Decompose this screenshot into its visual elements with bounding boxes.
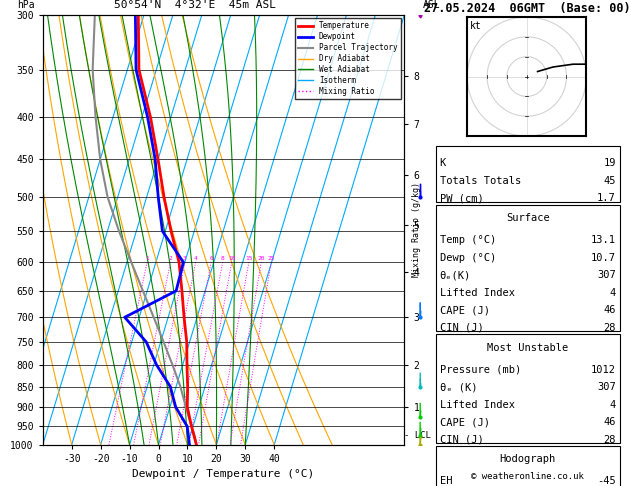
Text: 15: 15 (245, 256, 253, 261)
Text: Surface: Surface (506, 213, 550, 224)
Text: Hodograph: Hodograph (499, 454, 556, 465)
Text: 46: 46 (603, 417, 616, 427)
Text: 25: 25 (267, 256, 275, 261)
Text: Most Unstable: Most Unstable (487, 343, 569, 353)
Text: CIN (J): CIN (J) (440, 323, 484, 333)
Text: 1.7: 1.7 (597, 193, 616, 204)
Text: 10: 10 (228, 256, 235, 261)
Text: CAPE (J): CAPE (J) (440, 417, 489, 427)
Legend: Temperature, Dewpoint, Parcel Trajectory, Dry Adiabat, Wet Adiabat, Isotherm, Mi: Temperature, Dewpoint, Parcel Trajectory… (294, 18, 401, 99)
Text: 45: 45 (603, 176, 616, 186)
Text: 28: 28 (603, 434, 616, 445)
Text: km
ASL: km ASL (423, 0, 440, 10)
Text: Temp (°C): Temp (°C) (440, 235, 496, 245)
Text: 20: 20 (258, 256, 265, 261)
Text: CIN (J): CIN (J) (440, 434, 484, 445)
Text: 307: 307 (597, 270, 616, 280)
Text: Mixing Ratio (g/kg): Mixing Ratio (g/kg) (412, 182, 421, 277)
Text: 50°54'N  4°32'E  45m ASL: 50°54'N 4°32'E 45m ASL (114, 0, 276, 10)
Text: - LCL: - LCL (404, 431, 431, 440)
Text: 307: 307 (597, 382, 616, 392)
Text: 6: 6 (209, 256, 213, 261)
Text: © weatheronline.co.uk: © weatheronline.co.uk (471, 472, 584, 481)
Text: 1012: 1012 (591, 364, 616, 375)
Text: 1: 1 (145, 256, 149, 261)
Text: PW (cm): PW (cm) (440, 193, 484, 204)
Text: Pressure (mb): Pressure (mb) (440, 364, 521, 375)
Text: Totals Totals: Totals Totals (440, 176, 521, 186)
Text: CAPE (J): CAPE (J) (440, 305, 489, 315)
Text: 2: 2 (169, 256, 172, 261)
Text: Lifted Index: Lifted Index (440, 399, 515, 410)
Text: 19: 19 (603, 158, 616, 169)
Text: kt: kt (470, 20, 481, 31)
Text: 13.1: 13.1 (591, 235, 616, 245)
Text: EH: EH (440, 476, 452, 486)
Text: 4: 4 (610, 399, 616, 410)
Text: Lifted Index: Lifted Index (440, 288, 515, 298)
Text: 3: 3 (183, 256, 187, 261)
Text: 28: 28 (603, 323, 616, 333)
Text: -45: -45 (597, 476, 616, 486)
Text: 4: 4 (610, 288, 616, 298)
Text: hPa: hPa (18, 0, 35, 10)
Text: 27.05.2024  06GMT  (Base: 00): 27.05.2024 06GMT (Base: 00) (425, 2, 629, 15)
Text: 46: 46 (603, 305, 616, 315)
Text: θₑ(K): θₑ(K) (440, 270, 471, 280)
Text: 10.7: 10.7 (591, 253, 616, 263)
Text: K: K (440, 158, 446, 169)
Text: Dewp (°C): Dewp (°C) (440, 253, 496, 263)
Text: θₑ (K): θₑ (K) (440, 382, 477, 392)
Text: 4: 4 (194, 256, 198, 261)
Text: 8: 8 (221, 256, 225, 261)
X-axis label: Dewpoint / Temperature (°C): Dewpoint / Temperature (°C) (133, 469, 314, 479)
